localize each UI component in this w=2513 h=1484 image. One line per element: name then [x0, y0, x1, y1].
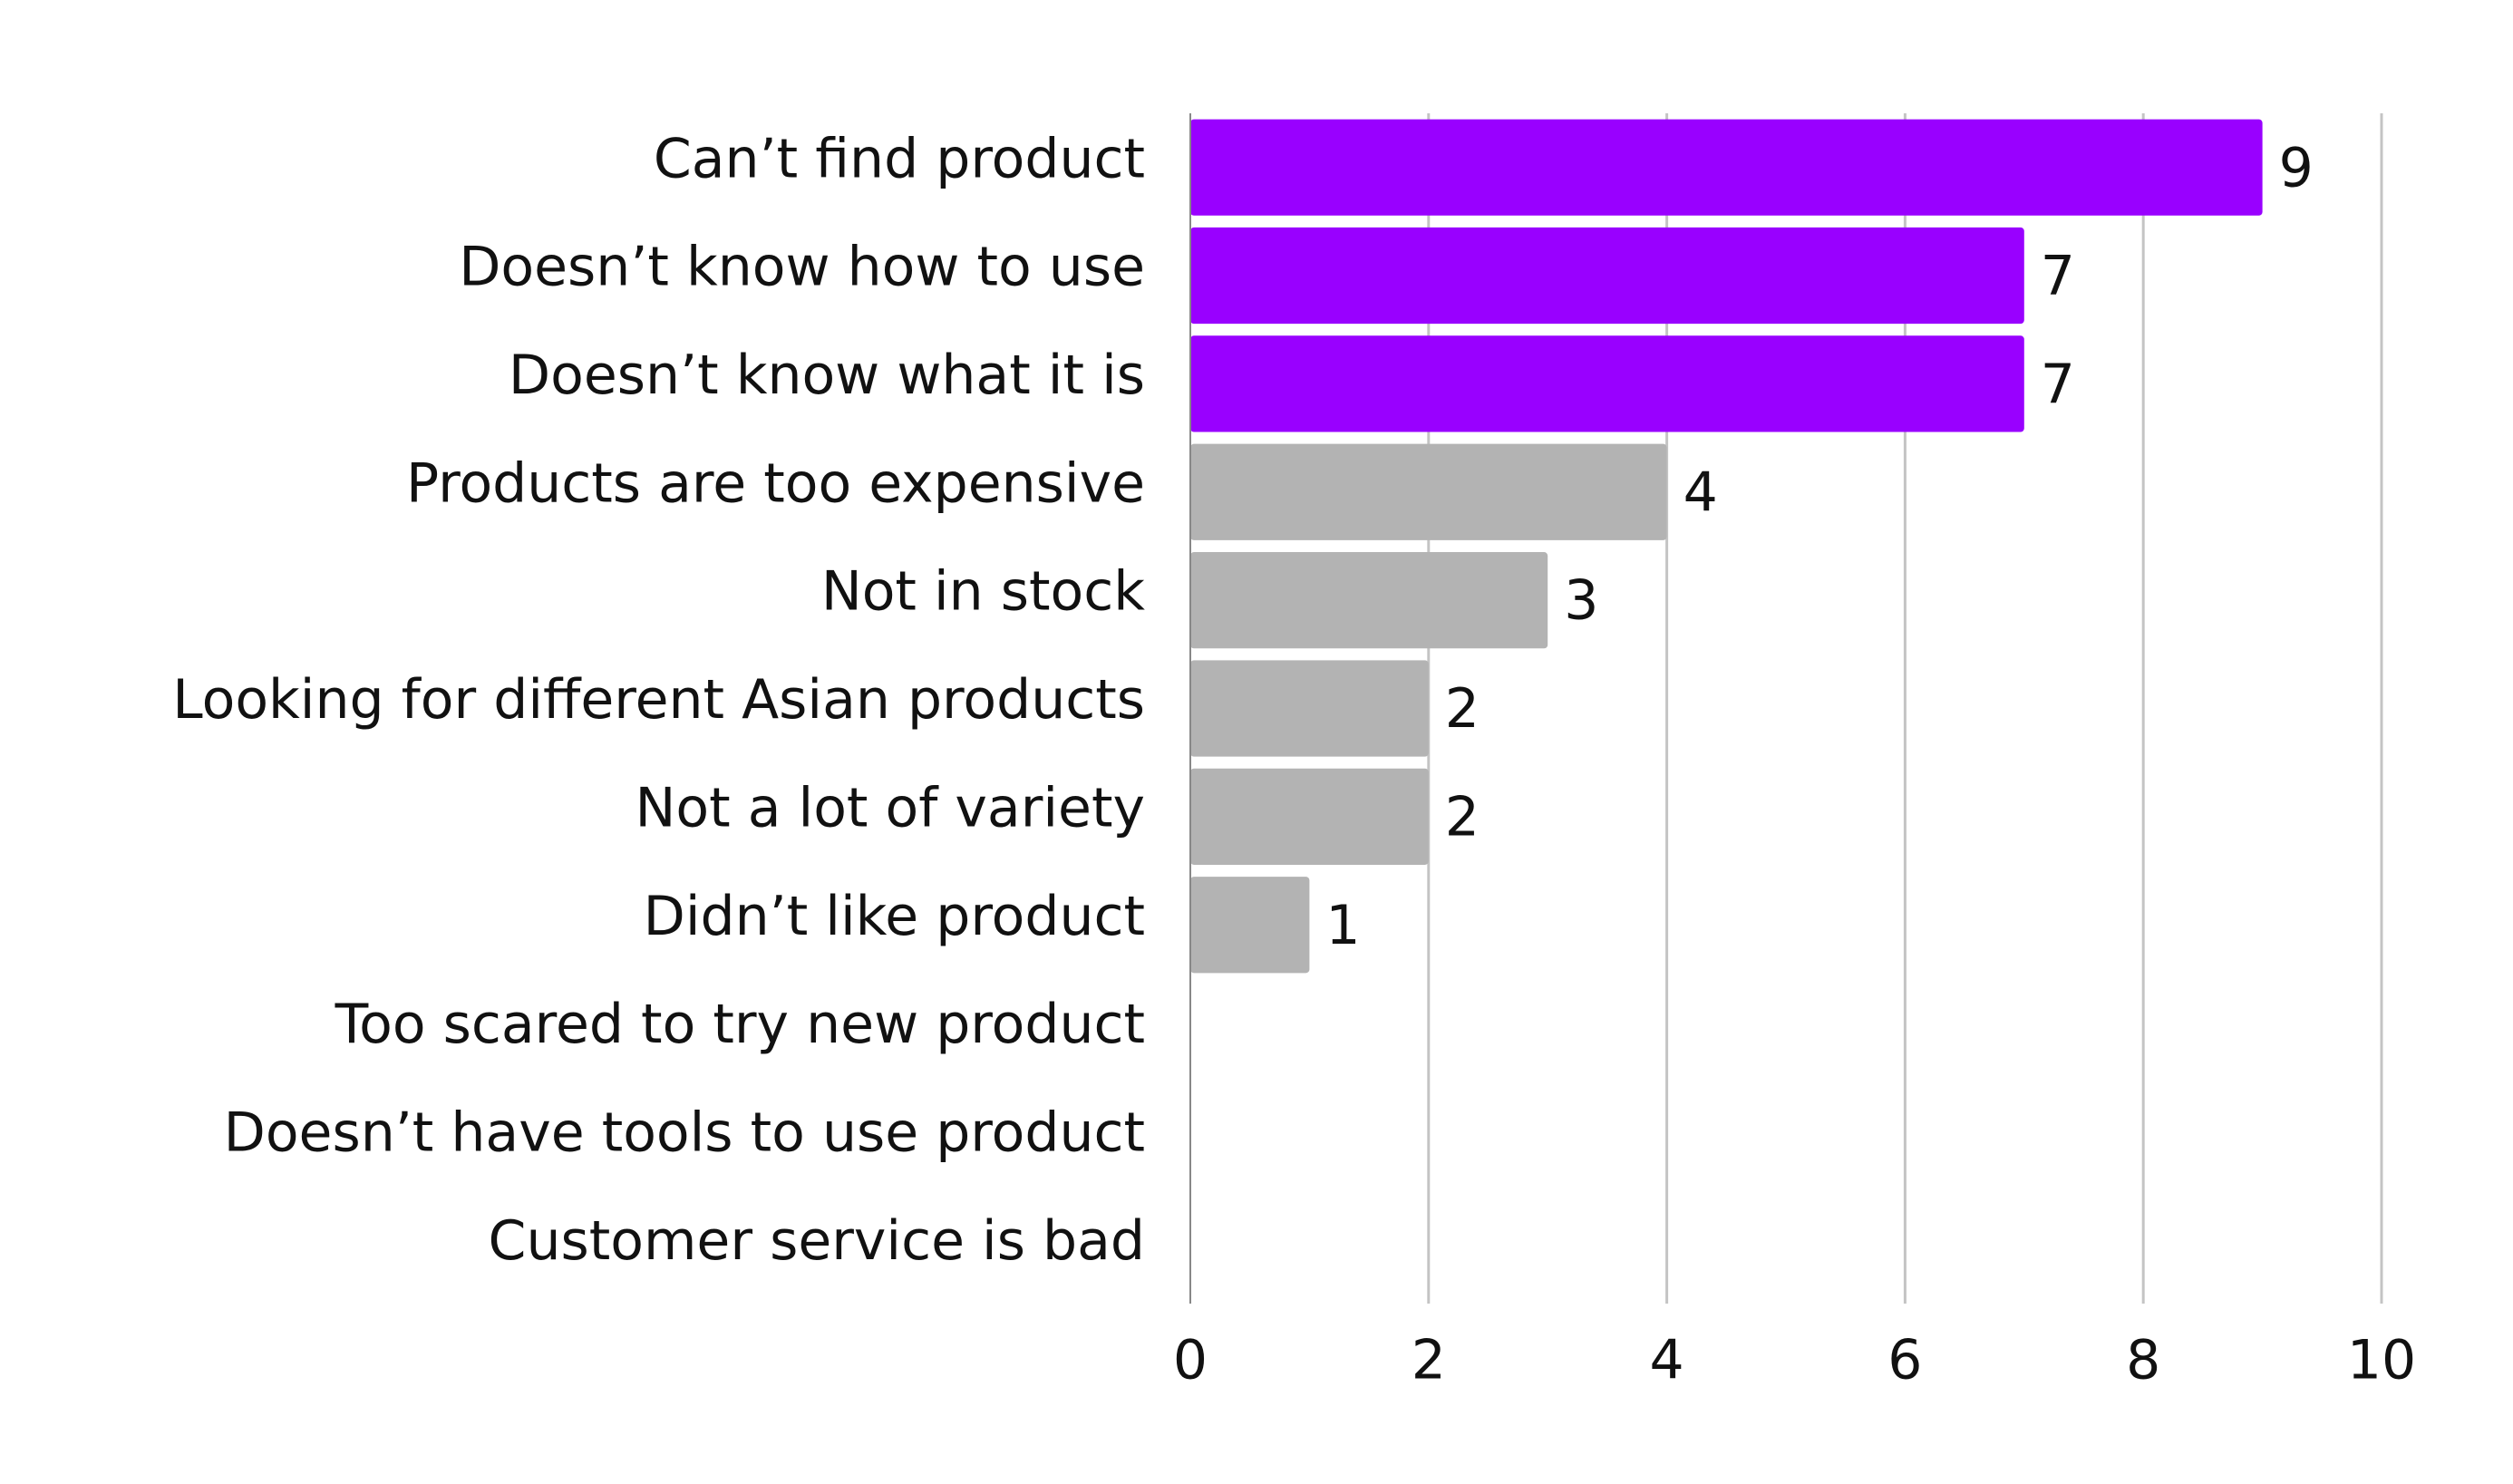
- data-label: 2: [1445, 677, 1480, 741]
- bar: [1190, 443, 1667, 540]
- y-tick-label: Can’t find product: [654, 127, 1145, 190]
- bar: [1190, 552, 1548, 649]
- x-tick-label: 2: [1412, 1329, 1446, 1392]
- data-label: 1: [1325, 894, 1360, 957]
- bar: [1190, 877, 1310, 974]
- bar: [1190, 768, 1429, 865]
- y-tick-label: Doesn’t have tools to use product: [224, 1101, 1145, 1165]
- data-label: 7: [2041, 245, 2075, 308]
- y-tick-label: Too scared to try new product: [335, 993, 1145, 1056]
- data-label: 9: [2279, 136, 2314, 199]
- y-tick-label: Customer service is bad: [489, 1209, 1145, 1273]
- y-tick-label: Doesn’t know how to use: [459, 236, 1145, 299]
- bar: [1190, 119, 2263, 216]
- y-tick-label: Doesn’t know what it is: [509, 344, 1145, 407]
- bar: [1190, 335, 2024, 432]
- bar: [1190, 660, 1429, 757]
- y-tick-label: Products are too expensive: [406, 451, 1145, 515]
- y-tick-label: Didn’t like product: [644, 885, 1145, 948]
- x-tick-label: 8: [2126, 1329, 2160, 1392]
- x-tick-label: 10: [2347, 1329, 2416, 1392]
- y-tick-label: Looking for different Asian products: [172, 668, 1145, 732]
- y-tick-label: Not a lot of variety: [636, 776, 1145, 839]
- data-label: 3: [1564, 569, 1598, 633]
- data-label: 7: [2041, 353, 2075, 416]
- x-tick-label: 0: [1173, 1329, 1208, 1392]
- data-label: 4: [1683, 461, 1718, 524]
- x-tick-label: 6: [1887, 1329, 1922, 1392]
- y-tick-label: Not in stock: [821, 560, 1145, 624]
- bar: [1190, 227, 2024, 325]
- x-tick-label: 4: [1650, 1329, 1684, 1392]
- data-label: 2: [1445, 785, 1480, 849]
